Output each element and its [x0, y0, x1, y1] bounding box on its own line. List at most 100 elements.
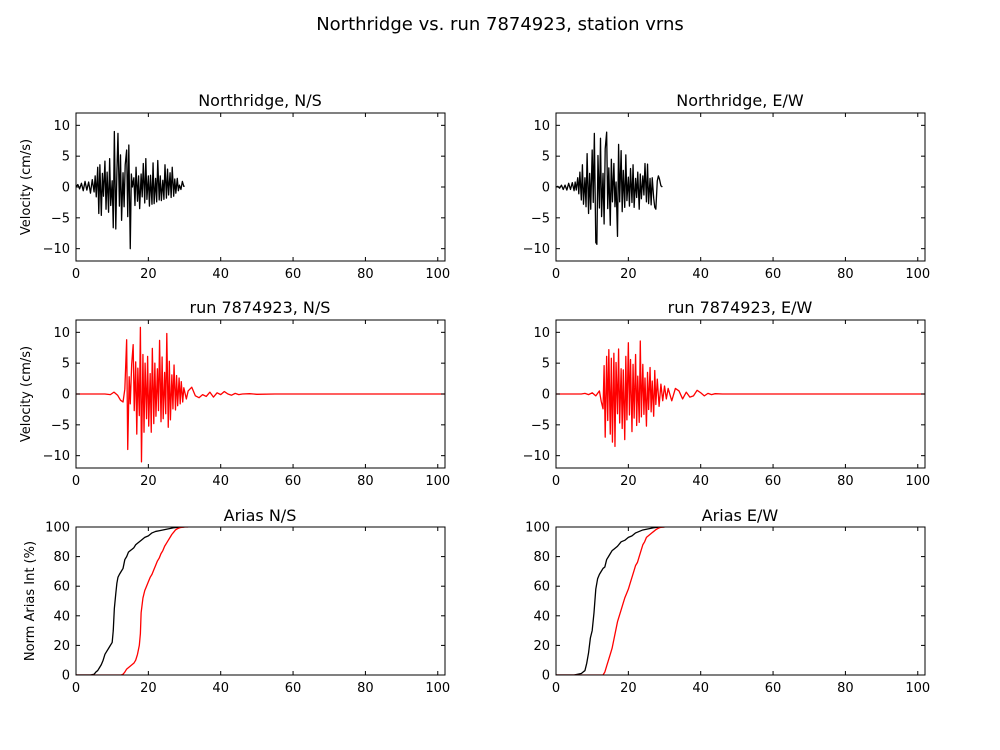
series-line	[556, 527, 665, 675]
y-tick-label: −5	[51, 418, 70, 433]
panel-arias-ns: Arias N/S Norm Arias Int (%)	[23, 506, 296, 661]
y-axis-label: Norm Arias Int (%)	[23, 541, 38, 661]
y-tick-label: 5	[62, 357, 70, 372]
x-tick-label: 100	[905, 681, 930, 696]
series-line	[556, 527, 665, 675]
x-tick-label: 80	[837, 267, 854, 282]
x-tick-label: 60	[285, 267, 302, 282]
y-tick-label: −5	[531, 211, 550, 226]
x-tick-label: 40	[692, 681, 709, 696]
y-tick-label: 0	[542, 181, 550, 196]
panel-northridge-ew: Northridge, E/W	[676, 91, 804, 110]
x-tick-label: 20	[620, 681, 637, 696]
x-tick-label: 100	[905, 267, 930, 282]
plot-area: 0 20 40 60 80 100 −10 −5 0 5 10	[43, 112, 450, 282]
y-axis-label: Velocity (cm/s)	[19, 346, 34, 442]
y-tick-label: −10	[523, 242, 550, 257]
series-line	[76, 326, 445, 463]
plot-area: 0 20 40 60 80 100 −10 −5 0 5 10	[523, 319, 930, 489]
series-line	[556, 131, 663, 246]
panel-title: Northridge, N/S	[198, 91, 322, 110]
x-tick-label: 80	[357, 267, 374, 282]
y-tick-label: 0	[542, 388, 550, 403]
x-tick-label: 20	[620, 474, 637, 489]
series-line	[556, 340, 925, 448]
y-tick-label: 10	[533, 326, 550, 341]
x-tick-label: 0	[552, 681, 560, 696]
y-tick-label: 5	[62, 150, 70, 165]
panel-title: run 7874923, N/S	[190, 298, 331, 317]
x-tick-label: 0	[552, 267, 560, 282]
y-tick-label: 5	[542, 357, 550, 372]
panel-arias-ew: Arias E/W	[702, 506, 779, 525]
x-tick-label: 40	[212, 474, 229, 489]
plot-area: 0 20 40 60 80 100 0 20 40 60 80 100	[45, 521, 450, 697]
x-tick-label: 0	[72, 267, 80, 282]
x-tick-label: 80	[837, 474, 854, 489]
x-tick-label: 100	[905, 474, 930, 489]
y-tick-label: 0	[62, 388, 70, 403]
x-tick-label: 0	[72, 474, 80, 489]
y-tick-label: −10	[43, 242, 70, 257]
y-tick-label: 100	[525, 521, 550, 536]
panel-run-ew: run 7874923, E/W	[668, 298, 813, 317]
x-tick-label: 0	[72, 681, 80, 696]
x-tick-label: 60	[285, 474, 302, 489]
x-tick-label: 80	[357, 681, 374, 696]
x-tick-label: 20	[140, 681, 157, 696]
x-tick-label: 20	[620, 267, 637, 282]
x-tick-label: 40	[212, 681, 229, 696]
y-tick-label: 20	[53, 639, 70, 654]
y-tick-label: 60	[53, 580, 70, 595]
y-tick-label: −5	[51, 211, 70, 226]
y-tick-label: 10	[53, 326, 70, 341]
x-tick-label: 60	[765, 681, 782, 696]
y-tick-label: 40	[533, 609, 550, 624]
y-tick-label: 20	[533, 639, 550, 654]
panel-northridge-ns: Northridge, N/S Velocity (cm/s)	[19, 91, 322, 235]
x-tick-label: 100	[425, 474, 450, 489]
y-tick-label: 5	[542, 150, 550, 165]
y-axis-label: Velocity (cm/s)	[19, 139, 34, 235]
x-tick-label: 20	[140, 474, 157, 489]
x-tick-label: 40	[692, 474, 709, 489]
panel-title: run 7874923, E/W	[668, 298, 813, 317]
panel-run-ns: run 7874923, N/S Velocity (cm/s)	[19, 298, 330, 442]
x-tick-label: 20	[140, 267, 157, 282]
y-tick-label: −5	[531, 418, 550, 433]
y-tick-label: 40	[53, 609, 70, 624]
y-tick-label: −10	[523, 449, 550, 464]
axes-frame	[75, 526, 446, 676]
y-tick-label: 0	[542, 669, 550, 684]
x-tick-label: 60	[285, 681, 302, 696]
y-tick-label: 0	[62, 181, 70, 196]
panel-title: Arias N/S	[224, 506, 297, 525]
x-tick-label: 40	[212, 267, 229, 282]
series-line	[76, 130, 185, 250]
y-tick-label: 60	[533, 580, 550, 595]
y-tick-label: 80	[533, 550, 550, 565]
x-tick-label: 60	[765, 474, 782, 489]
x-tick-label: 0	[552, 474, 560, 489]
plot-area: 0 20 40 60 80 100 0 20 40 60 80 100	[525, 521, 930, 697]
y-tick-label: 10	[53, 119, 70, 134]
plot-area: 0 20 40 60 80 100 −10 −5 0 5 10	[43, 319, 450, 489]
y-tick-label: 80	[53, 550, 70, 565]
x-tick-label: 100	[425, 681, 450, 696]
plot-area: 0 20 40 60 80 100 −10 −5 0 5 10	[523, 112, 930, 282]
x-tick-label: 80	[837, 681, 854, 696]
x-tick-label: 40	[692, 267, 709, 282]
figure-title: Northridge vs. run 7874923, station vrns	[316, 14, 684, 35]
y-tick-label: 100	[45, 521, 70, 536]
panel-title: Arias E/W	[702, 506, 779, 525]
x-tick-label: 60	[765, 267, 782, 282]
series-line	[76, 527, 189, 675]
axes-frame	[555, 526, 926, 676]
y-tick-label: 10	[533, 119, 550, 134]
y-tick-label: −10	[43, 449, 70, 464]
series-line	[76, 527, 185, 675]
x-tick-label: 80	[357, 474, 374, 489]
x-tick-label: 100	[425, 267, 450, 282]
panel-title: Northridge, E/W	[676, 91, 804, 110]
